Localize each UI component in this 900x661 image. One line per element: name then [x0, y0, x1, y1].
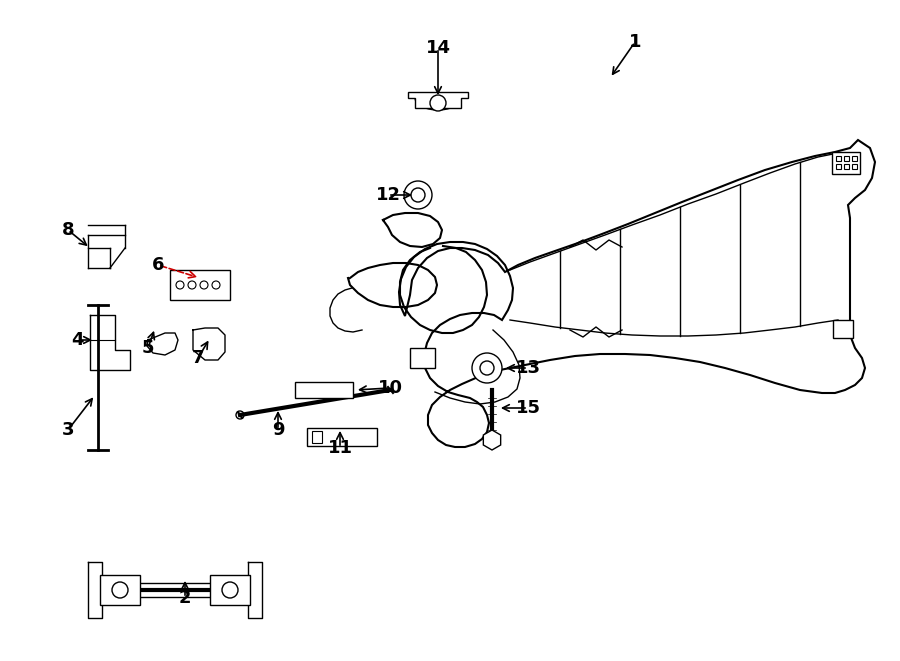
Bar [852, 156, 857, 161]
Text: 1: 1 [629, 33, 641, 51]
Bar [295, 382, 353, 398]
Text: 2: 2 [179, 589, 191, 607]
Bar [312, 431, 322, 443]
Bar [170, 270, 230, 300]
Circle shape [112, 582, 128, 598]
Polygon shape [399, 140, 875, 447]
Text: 9: 9 [272, 421, 284, 439]
Circle shape [222, 582, 238, 598]
Bar [410, 348, 435, 368]
Polygon shape [483, 430, 500, 450]
Bar [844, 156, 849, 161]
Bar [852, 164, 857, 169]
Bar [100, 575, 140, 605]
Text: 15: 15 [516, 399, 541, 417]
Text: 11: 11 [328, 439, 353, 457]
Circle shape [472, 353, 502, 383]
Bar [210, 575, 250, 605]
Text: 12: 12 [375, 186, 401, 204]
Text: 10: 10 [377, 379, 402, 397]
Text: 3: 3 [62, 421, 74, 439]
Text: 14: 14 [426, 39, 451, 57]
Circle shape [404, 181, 432, 209]
Bar [307, 428, 377, 446]
Text: 13: 13 [516, 359, 541, 377]
Bar [833, 320, 853, 338]
Text: 8: 8 [62, 221, 75, 239]
Bar [844, 164, 849, 169]
Bar [836, 164, 841, 169]
Polygon shape [408, 92, 468, 108]
Circle shape [430, 95, 446, 111]
Text: 4: 4 [71, 331, 83, 349]
Text: 5: 5 [142, 339, 154, 357]
Text: 6: 6 [152, 256, 164, 274]
Text: 7: 7 [192, 349, 204, 367]
Bar [832, 152, 860, 174]
Bar [836, 156, 841, 161]
